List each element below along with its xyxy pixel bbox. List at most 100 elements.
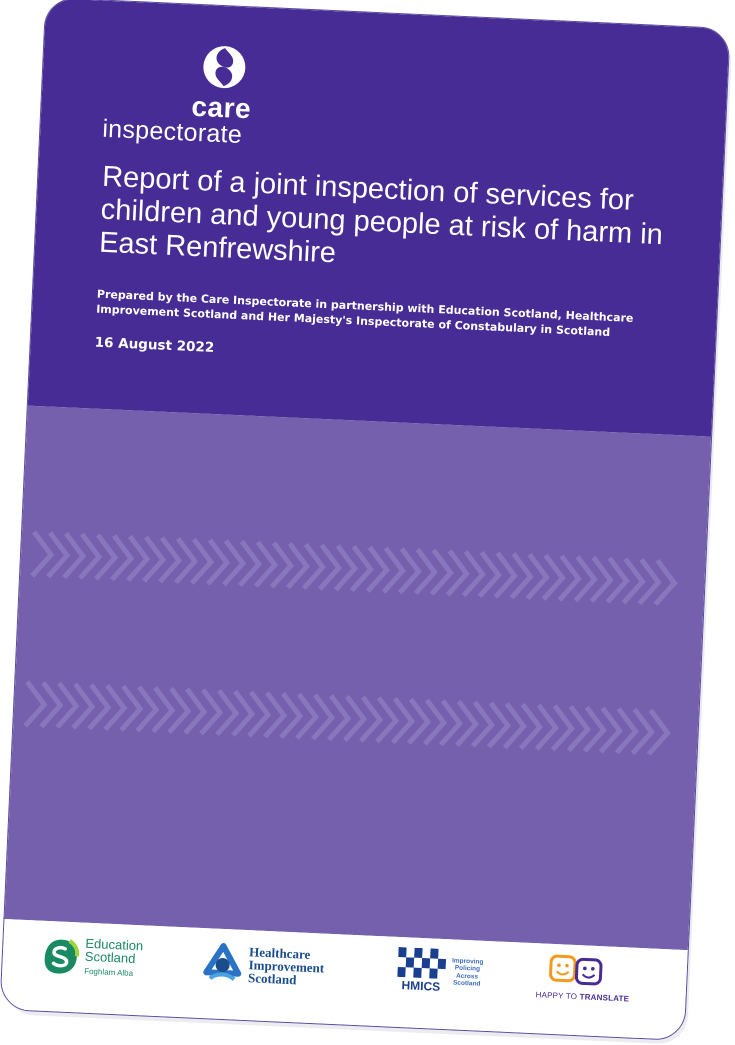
chevron-stroke-0-33 [557, 554, 582, 602]
chevron-stroke-1-16 [279, 691, 304, 740]
chevron-stroke-1-10 [183, 687, 208, 735]
chevron-stroke-1-7 [135, 685, 160, 733]
chevron-stroke-0-23 [397, 547, 422, 595]
chevron-stroke-1-9 [167, 686, 192, 735]
chevron-stroke-0-24 [413, 547, 438, 596]
brand-name-inspectorate: inspectorate [101, 114, 243, 150]
chevron-stroke-1-5 [103, 683, 128, 732]
chevron-stroke-0-0 [30, 530, 55, 578]
chevron-stroke-1-4 [87, 683, 112, 731]
hmics-checkerboard-icon [397, 946, 447, 980]
chevron-stroke-1-2 [55, 681, 80, 729]
chevron-stroke-1-26 [438, 699, 464, 747]
happy-to-translate-faces-icon [549, 954, 603, 986]
prepared-by-text: Prepared by the Care Inspectorate in par… [95, 287, 634, 339]
chevron-stroke-1-14 [247, 690, 272, 738]
partner-logos-strip: Education Scotland Foghlam Alba Healthca… [0, 919, 688, 1040]
chevron-stroke-1-15 [263, 691, 288, 739]
chevron-stroke-0-28 [477, 550, 502, 598]
chevron-stroke-0-13 [237, 539, 263, 588]
chevron-stroke-1-0 [23, 680, 48, 728]
chevron-stroke-0-36 [605, 556, 630, 604]
chevron-stroke-0-20 [349, 545, 374, 593]
chevron-stroke-1-34 [566, 705, 591, 753]
chevron-stroke-0-1 [46, 531, 71, 579]
htt-part2: TRANSLATE [579, 992, 630, 1004]
chevron-stroke-1-12 [215, 689, 240, 737]
chevron-stroke-0-3 [78, 532, 103, 580]
chevron-stroke-0-27 [461, 550, 486, 598]
chevron-stroke-0-9 [174, 537, 199, 585]
report-date: 16 August 2022 [94, 334, 215, 356]
chevron-stroke-1-33 [550, 704, 575, 752]
chevron-stroke-1-28 [470, 700, 496, 748]
chevron-stroke-1-17 [295, 692, 320, 740]
chevron-stroke-1-36 [598, 706, 623, 754]
chevron-stroke-1-11 [199, 688, 224, 736]
chevron-stroke-0-15 [269, 541, 295, 589]
chevron-stroke-0-38 [637, 558, 662, 606]
chevron-stroke-0-18 [317, 543, 342, 591]
chevron-stroke-0-5 [110, 534, 135, 582]
happy-to-translate-logo: HAPPY TO TRANSLATE [535, 951, 631, 1003]
chevron-stroke-0-25 [429, 548, 454, 596]
education-scotland-gaelic: Foghlam Alba [83, 966, 134, 978]
chevron-stroke-1-32 [534, 703, 559, 751]
chevron-stroke-0-35 [589, 555, 614, 604]
hmics-logo: HMICS Improving Policing Across Scotland [397, 946, 484, 996]
healthcare-improvement-scotland-icon [203, 943, 242, 982]
cover-header-band: care inspectorate Report of a joint insp… [27, 0, 730, 437]
chevron-stroke-1-35 [582, 705, 607, 753]
chevron-stroke-0-34 [573, 555, 598, 603]
education-scotland-icon [44, 938, 80, 974]
chevron-stroke-1-22 [375, 696, 400, 744]
chevron-pattern [23, 530, 678, 756]
chevron-stroke-0-22 [381, 546, 406, 594]
chevron-stroke-0-8 [158, 536, 183, 584]
chevron-stroke-1-20 [343, 694, 368, 742]
chevron-stroke-1-31 [518, 702, 543, 750]
chevron-stroke-0-2 [62, 531, 87, 580]
chevron-stroke-1-6 [119, 684, 144, 732]
care-inspectorate-logo-icon [203, 46, 246, 89]
chevron-stroke-0-39 [653, 558, 678, 606]
chevron-stroke-1-39 [646, 708, 671, 756]
hmics-tagline-line4: Scotland [452, 979, 481, 988]
hmics-tagline: Improving Policing Across Scotland [451, 957, 484, 988]
chevron-stroke-0-26 [445, 549, 470, 597]
healthcare-improvement-scotland-logo: Healthcare Improvement Scotland [202, 942, 325, 987]
htt-part1: HAPPY TO [535, 990, 580, 1002]
chevron-stroke-0-12 [222, 539, 247, 587]
chevron-stroke-1-38 [630, 707, 655, 756]
chevron-stroke-0-37 [621, 557, 646, 605]
chevron-stroke-1-27 [454, 699, 480, 748]
chevron-stroke-0-19 [333, 544, 358, 592]
chevron-stroke-0-29 [493, 551, 518, 599]
report-title: Report of a joint inspection of services… [98, 160, 664, 270]
chevron-stroke-0-30 [509, 552, 534, 600]
chevron-stroke-1-29 [486, 701, 511, 749]
chevron-stroke-0-7 [142, 535, 167, 583]
chevron-stroke-1-1 [39, 681, 64, 729]
chevron-stroke-1-21 [359, 695, 384, 743]
chevron-stroke-0-10 [190, 537, 215, 585]
chevron-stroke-0-21 [365, 545, 390, 593]
chevron-stroke-0-32 [541, 553, 566, 601]
happy-to-translate-text: HAPPY TO TRANSLATE [535, 990, 629, 1003]
chevron-stroke-1-24 [407, 697, 432, 745]
education-scotland-line2: Scotland [84, 948, 136, 967]
his-line3: Scotland [247, 969, 297, 987]
chevron-stroke-1-19 [327, 694, 352, 742]
chevron-stroke-1-8 [151, 686, 176, 734]
chevron-stroke-1-37 [614, 707, 639, 755]
chevron-stroke-1-30 [502, 702, 527, 750]
chevron-stroke-0-17 [301, 542, 326, 590]
chevron-stroke-0-4 [94, 533, 119, 581]
education-scotland-logo: Education Scotland Foghlam Alba [42, 935, 144, 980]
chevron-stroke-0-11 [206, 538, 231, 586]
chevron-stroke-1-3 [71, 682, 96, 730]
chevron-stroke-1-18 [311, 693, 336, 741]
chevron-stroke-0-6 [126, 534, 151, 582]
chevron-stroke-1-13 [231, 689, 256, 737]
chevron-stroke-1-23 [391, 697, 416, 745]
